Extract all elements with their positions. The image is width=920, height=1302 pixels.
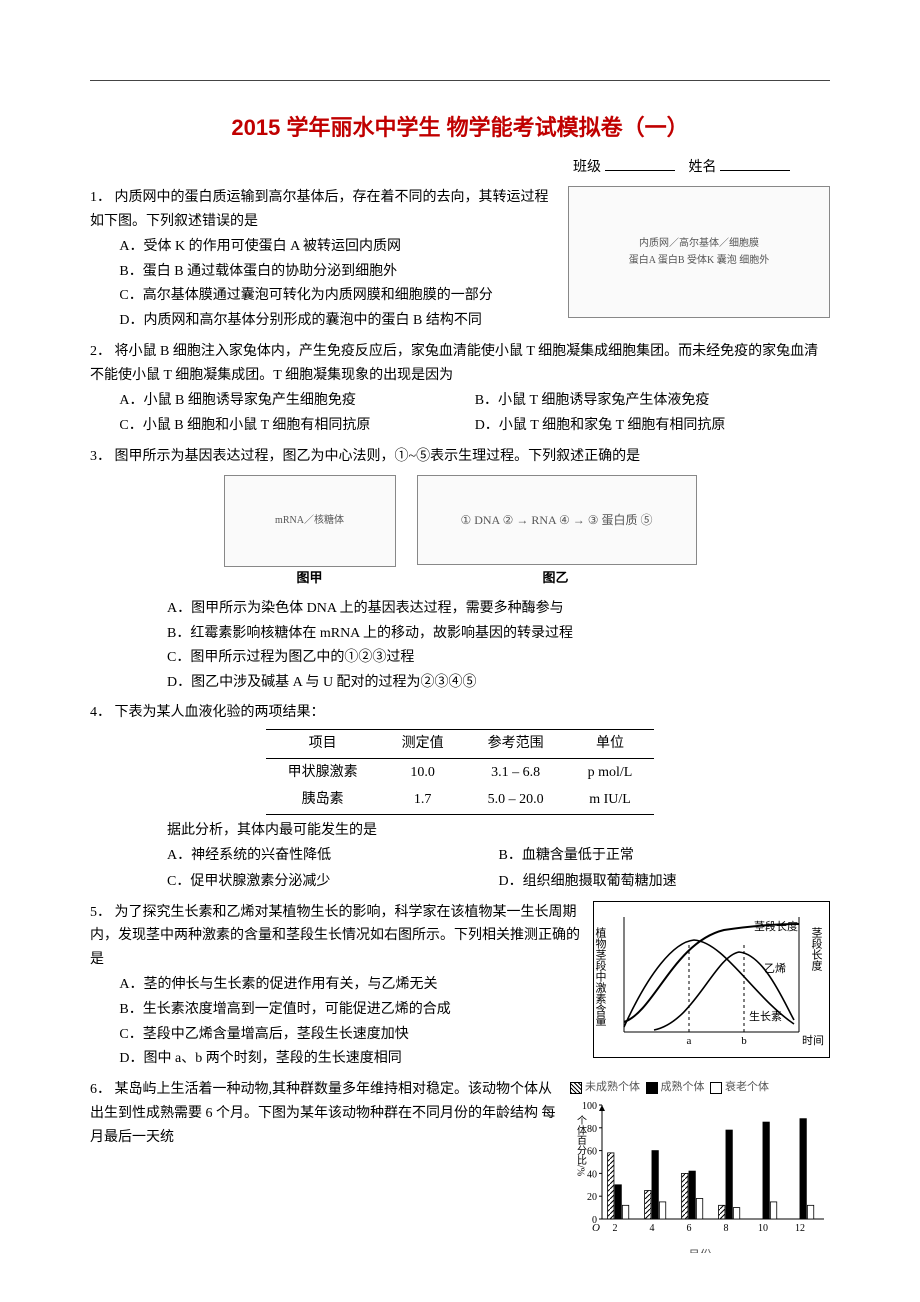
q3-fig-right-text: ① DNA ② → RNA ④ → ③ 蛋白质 ⑤ <box>460 510 652 530</box>
svg-text:4: 4 <box>649 1223 654 1234</box>
q3-opt-c: C．图甲所示过程为图乙中的①②③过程 <box>167 646 830 670</box>
q6-stem: 某岛屿上生活着一种动物,其种群数量多年维持相对稳定。该动物个体从出生到性成熟需要… <box>90 1082 556 1145</box>
svg-text:20: 20 <box>587 1192 597 1203</box>
svg-text:12: 12 <box>795 1223 805 1234</box>
q4-r1c0: 胰岛素 <box>266 786 380 814</box>
svg-text:40: 40 <box>587 1169 597 1180</box>
q2-opt-c: C．小鼠 B 细胞和小鼠 T 细胞有相同抗原 <box>119 414 474 438</box>
q3-caption-right: 图乙 <box>416 567 696 589</box>
svg-text:80: 80 <box>587 1124 597 1135</box>
q4-r1c2: 5.0 – 20.0 <box>466 786 566 814</box>
q5-number: 5． <box>90 905 111 920</box>
page-title: 2015 学年丽水中学生 物学能考试模拟卷（一） <box>90 109 830 146</box>
question-6: 未成熟个体 成熟个体 衰老个体 020406080100个体百分比/%O2468… <box>90 1078 830 1253</box>
label-name: 姓名 <box>689 160 717 175</box>
q2-opt-b: B．小鼠 T 细胞诱导家兔产生体液免疫 <box>475 389 830 413</box>
q2-opt-a: A．小鼠 B 细胞诱导家兔产生细胞免疫 <box>119 389 474 413</box>
q2-number: 2． <box>90 344 111 359</box>
q3-number: 3． <box>90 449 111 464</box>
q1-stem: 内质网中的蛋白质运输到高尔基体后，存在着不同的去向，其转运过程如下图。下列叙述错… <box>90 190 549 229</box>
q3-figure-left: mRNA／核糖体 <box>224 475 396 567</box>
svg-text:生长素: 生长素 <box>749 1009 782 1023</box>
q4-stem: 下表为某人血液化验的两项结果： <box>115 705 325 720</box>
q4-r1c3: m IU/L <box>566 786 655 814</box>
question-3: 3． 图甲所示为基因表达过程，图乙为中心法则，①~⑤表示生理过程。下列叙述正确的… <box>90 445 830 695</box>
q3-fig-left-text: mRNA／核糖体 <box>275 515 344 526</box>
q1-figure: 内质网／高尔基体／细胞膜 蛋白A 蛋白B 受体K 囊泡 细胞外 <box>568 186 830 318</box>
question-2: 2． 将小鼠 B 细胞注入家兔体内，产生免疫反应后，家兔血清能使小鼠 T 细胞凝… <box>90 340 830 439</box>
svg-text:O: O <box>592 1222 600 1234</box>
svg-text:6: 6 <box>686 1223 691 1234</box>
svg-text:b: b <box>741 1035 747 1047</box>
q4-opt-b: B．血糖含量低于正常 <box>499 844 831 868</box>
svg-text:100: 100 <box>582 1101 597 1112</box>
svg-text:茎段长度: 茎段长度 <box>754 919 798 933</box>
q6-xlabel: 月份 <box>570 1245 830 1253</box>
svg-text:2: 2 <box>612 1223 617 1234</box>
q6-number: 6． <box>90 1082 111 1097</box>
q4-opt-a: A．神经系统的兴奋性降低 <box>167 844 499 868</box>
question-4: 4． 下表为某人血液化验的两项结果： 项目 测定值 参考范围 单位 甲状腺激素 … <box>90 701 830 895</box>
q3-opt-b: B．红霉素影响核糖体在 mRNA 上的移动，故影响基因的转录过程 <box>167 622 830 646</box>
legend-0: 未成熟个体 <box>585 1081 640 1093</box>
q6-legend: 未成熟个体 成熟个体 衰老个体 <box>570 1078 830 1097</box>
question-5: a b 时间 茎段长度 乙烯 生长素 植物茎段中激素含量 茎段长度 5． 为了探… <box>90 901 830 1073</box>
q4-opt-c: C．促甲状腺激素分泌减少 <box>167 870 499 894</box>
svg-text:植物茎段中激素含量: 植物茎段中激素含量 <box>594 925 607 1025</box>
q4-number: 4． <box>90 705 111 720</box>
q6-chart: 未成熟个体 成熟个体 衰老个体 020406080100个体百分比/%O2468… <box>570 1078 830 1253</box>
q4-r0c0: 甲状腺激素 <box>266 758 380 786</box>
q3-caption-left: 图甲 <box>225 567 395 589</box>
q4-r0c2: 3.1 – 6.8 <box>466 758 566 786</box>
q1-number: 1． <box>90 190 111 205</box>
svg-text:个体百分比/%: 个体百分比/% <box>575 1115 587 1176</box>
q4-r0c3: p mol/L <box>566 758 655 786</box>
q3-figure-right: ① DNA ② → RNA ④ → ③ 蛋白质 ⑤ <box>417 475 697 565</box>
svg-text:茎段长度: 茎段长度 <box>810 926 823 971</box>
top-rule <box>90 80 830 81</box>
svg-text:a: a <box>687 1035 692 1047</box>
q3-opt-d: D．图乙中涉及碱基 A 与 U 配对的过程为②③④⑤ <box>167 671 830 695</box>
class-name-line: 班级 姓名 <box>90 156 830 180</box>
q3-stem: 图甲所示为基因表达过程，图乙为中心法则，①~⑤表示生理过程。下列叙述正确的是 <box>115 449 641 464</box>
q2-stem: 将小鼠 B 细胞注入家兔体内，产生免疫反应后，家兔血清能使小鼠 T 细胞凝集成细… <box>90 344 818 383</box>
svg-text:10: 10 <box>758 1223 768 1234</box>
q5-stem: 为了探究生长素和乙烯对某植物生长的影响，科学家在该植物某一生长周期内，发现茎中两… <box>90 905 580 968</box>
q1-figure-label: 内质网／高尔基体／细胞膜 蛋白A 蛋白B 受体K 囊泡 细胞外 <box>629 235 770 269</box>
q4-th-1: 测定值 <box>380 729 466 758</box>
q4-th-2: 参考范围 <box>466 729 566 758</box>
svg-text:8: 8 <box>723 1223 728 1234</box>
svg-text:60: 60 <box>587 1146 597 1157</box>
blank-name <box>720 156 790 171</box>
q4-table: 项目 测定值 参考范围 单位 甲状腺激素 10.0 3.1 – 6.8 p mo… <box>266 729 655 815</box>
q4-opt-d: D．组织细胞摄取葡萄糖加速 <box>499 870 831 894</box>
legend-hatch-icon <box>570 1082 582 1094</box>
label-class: 班级 <box>573 160 601 175</box>
legend-1: 成熟个体 <box>661 1081 705 1093</box>
q5-chart: a b 时间 茎段长度 乙烯 生长素 植物茎段中激素含量 茎段长度 <box>593 901 830 1058</box>
q4-th-0: 项目 <box>266 729 380 758</box>
svg-text:乙烯: 乙烯 <box>764 962 786 975</box>
svg-text:时间: 时间 <box>802 1034 824 1047</box>
q3-opt-a: A．图甲所示为染色体 DNA 上的基因表达过程，需要多种酶参与 <box>167 597 830 621</box>
q4-r0c1: 10.0 <box>380 758 466 786</box>
q4-post: 据此分析，其体内最可能发生的是 <box>90 819 830 843</box>
q4-r1c1: 1.7 <box>380 786 466 814</box>
q4-th-3: 单位 <box>566 729 655 758</box>
blank-class <box>605 156 675 171</box>
legend-2: 衰老个体 <box>725 1081 769 1093</box>
q2-opt-d: D．小鼠 T 细胞和家兔 T 细胞有相同抗原 <box>475 414 830 438</box>
legend-open-icon <box>710 1082 722 1094</box>
legend-solid-icon <box>646 1082 658 1094</box>
question-1: 内质网／高尔基体／细胞膜 蛋白A 蛋白B 受体K 囊泡 细胞外 1． 内质网中的… <box>90 186 830 334</box>
